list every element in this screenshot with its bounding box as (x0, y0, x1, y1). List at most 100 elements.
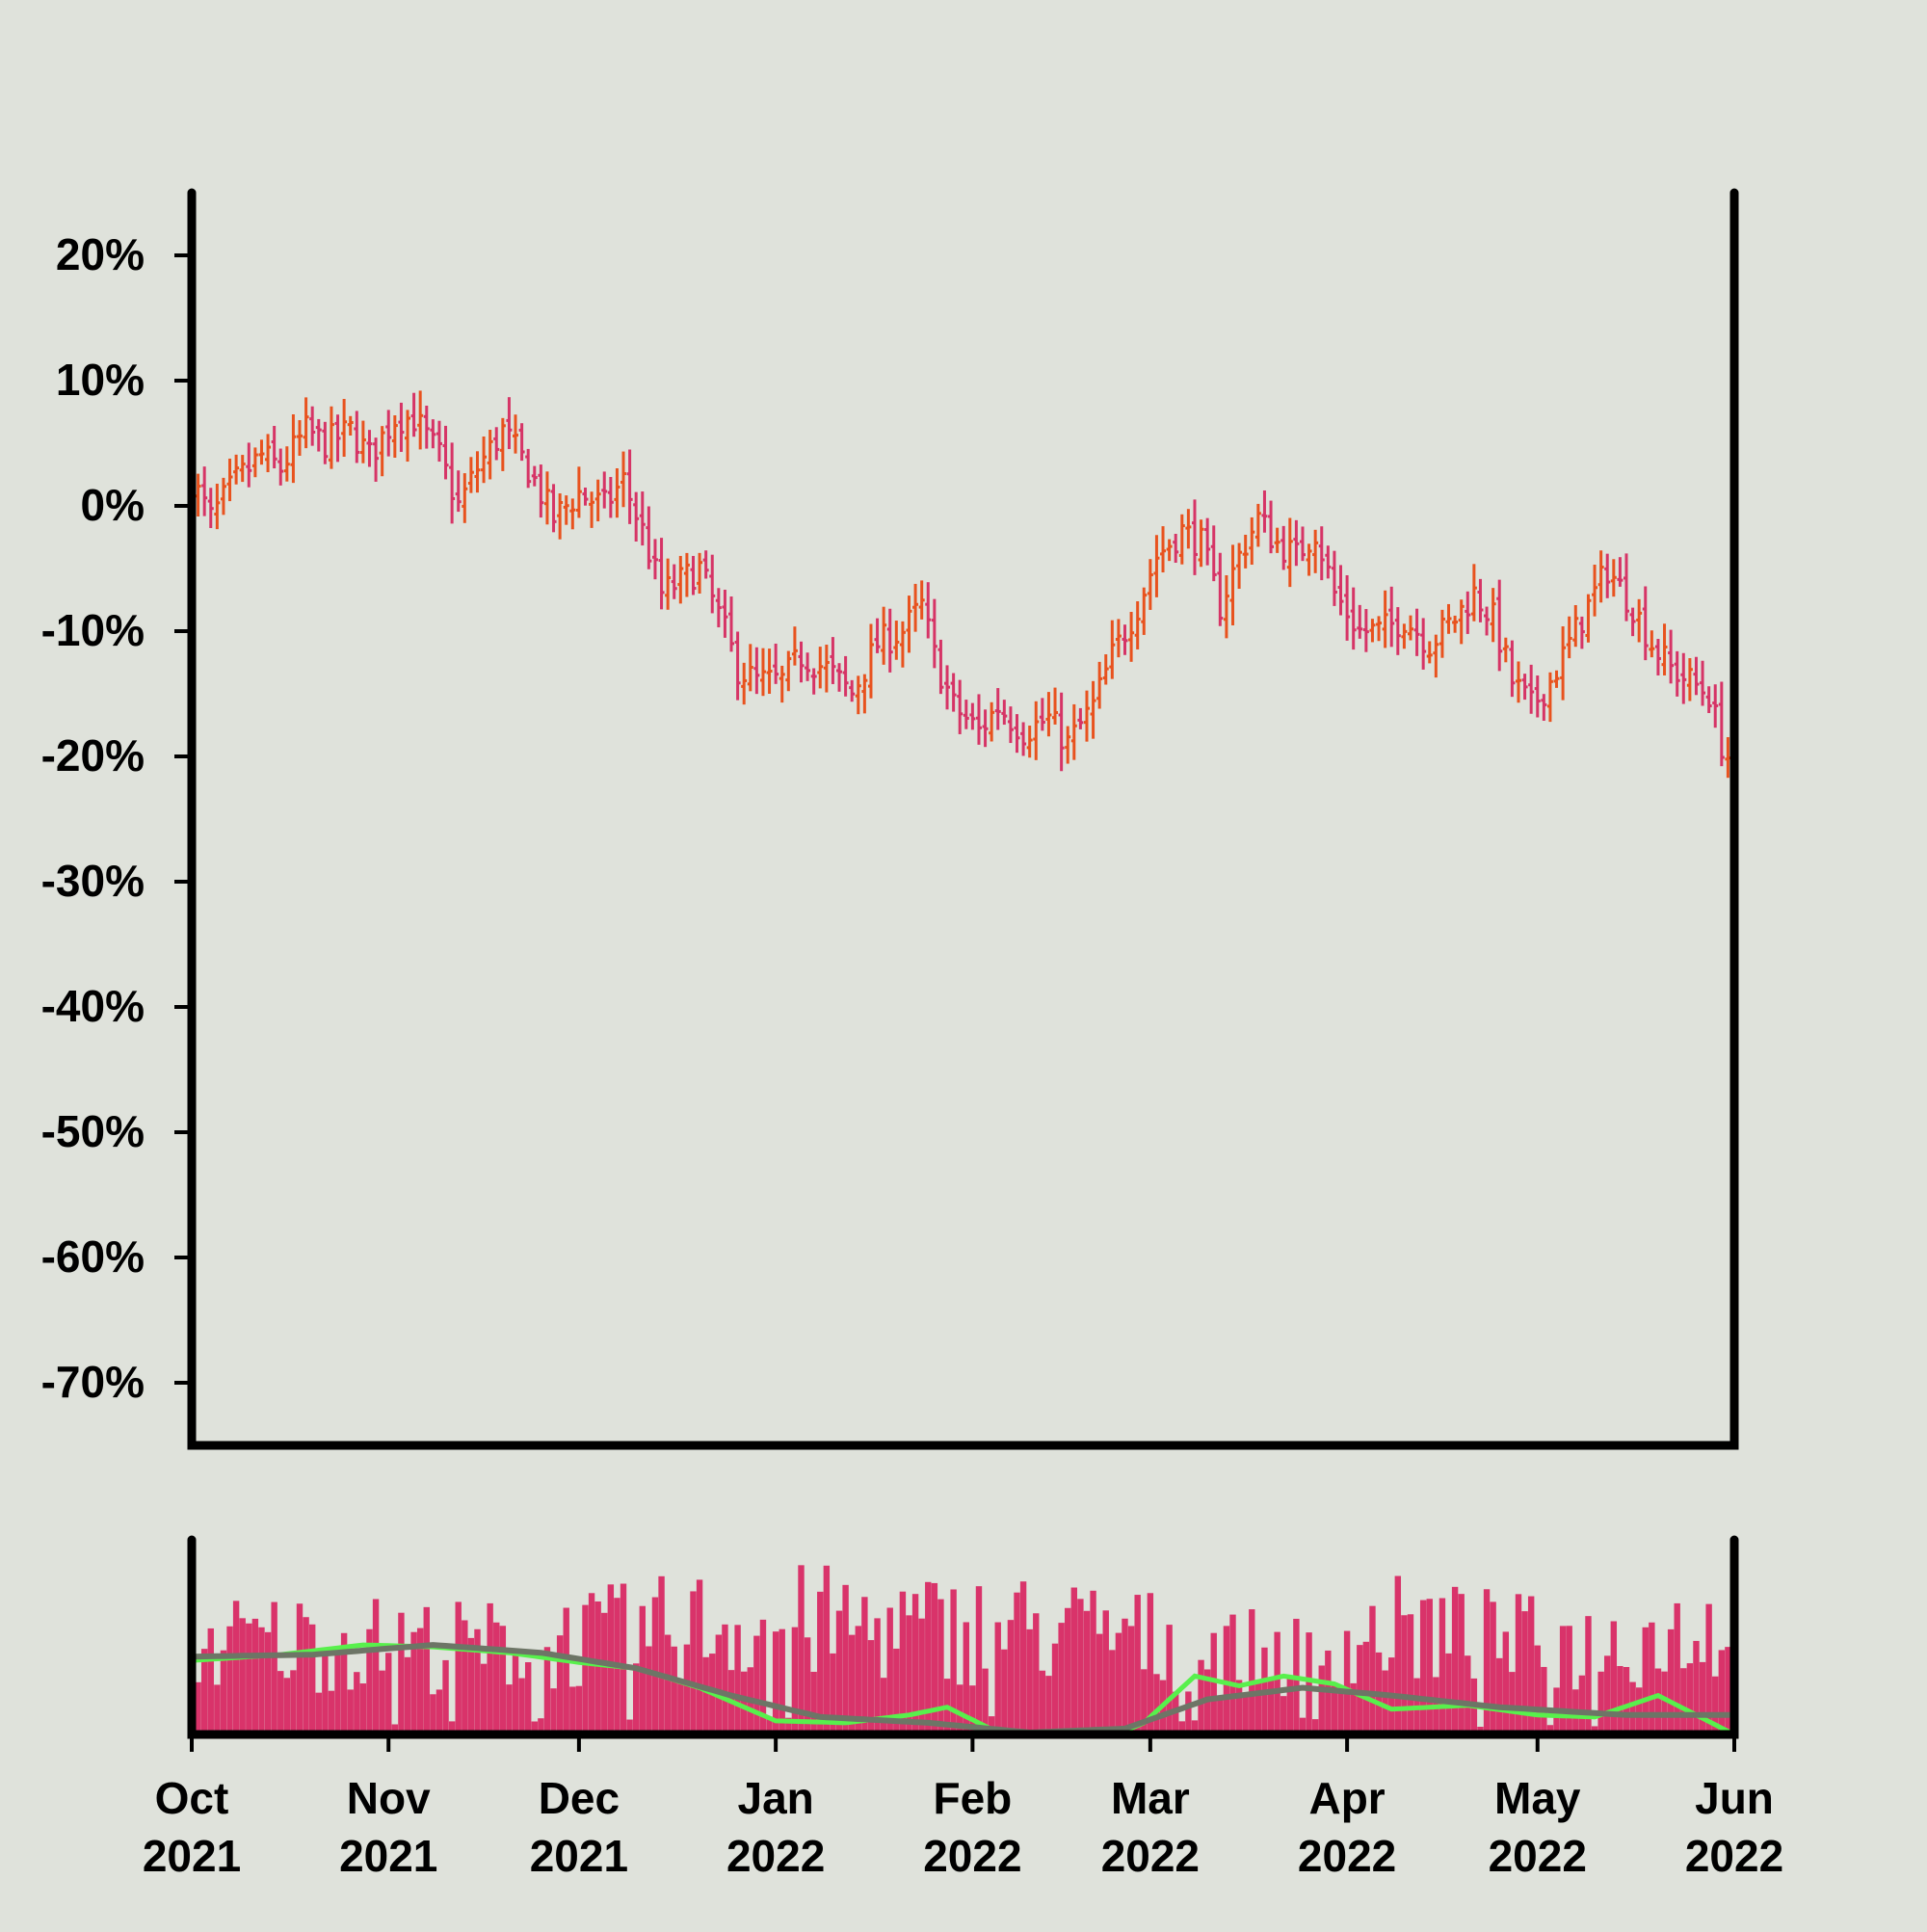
ohlc-bar (614, 468, 620, 518)
ohlc-bar (1026, 726, 1033, 758)
volume-bar (315, 1692, 322, 1734)
volume-bar (740, 1671, 748, 1734)
ohlc-bar (1674, 650, 1680, 697)
volume-bar (1661, 1671, 1668, 1734)
ohlc-bar (1039, 698, 1045, 731)
price-frame (187, 188, 1739, 1450)
ohlc-bar (1604, 553, 1611, 598)
volume-bar (1419, 1600, 1427, 1734)
ohlc-bar (309, 406, 316, 446)
volume-bar (1566, 1626, 1572, 1734)
volume-bar (416, 1628, 424, 1734)
ohlc-bar (886, 608, 893, 673)
volume-bar (925, 1581, 932, 1734)
volume-bar (480, 1663, 488, 1734)
ohlc-bar (1420, 618, 1427, 670)
volume-bar (810, 1671, 817, 1734)
ohlc-bar (1134, 600, 1141, 649)
volume-bar (1629, 1681, 1636, 1734)
volume-bar (1541, 1666, 1547, 1734)
volume-bar (1718, 1650, 1726, 1734)
ohlc-bar (601, 471, 608, 509)
ohlc-bar (1572, 605, 1579, 648)
ohlc-bar (1223, 575, 1229, 639)
volume-bar (1483, 1589, 1491, 1734)
volume-bar (1007, 1620, 1015, 1734)
ohlc-bar (1661, 623, 1668, 675)
ohlc-bar (1407, 615, 1413, 641)
volume-bar (772, 1631, 779, 1734)
volume-bar (1642, 1627, 1649, 1734)
volume-bar (1451, 1586, 1459, 1734)
ohlc-bar (918, 580, 925, 620)
ohlc-bar (1318, 526, 1325, 581)
ohlc-bar (975, 694, 982, 745)
ohlc-bar (499, 417, 506, 471)
ohlc-bar (805, 652, 811, 681)
volume-bar (1065, 1607, 1071, 1734)
volume-bar (1617, 1666, 1623, 1734)
volume-bar (462, 1620, 468, 1734)
ohlc-bar (753, 647, 760, 695)
ohlc-bar (589, 491, 595, 528)
volume-bar (1426, 1599, 1433, 1734)
ohlc-bar (1465, 591, 1471, 634)
volume-bar (963, 1622, 969, 1734)
volume-bar (607, 1584, 615, 1734)
ohlc-bar (1325, 545, 1332, 579)
volume-bar (830, 1653, 836, 1734)
ohlc-bar (1210, 525, 1217, 582)
volume-bar (759, 1619, 767, 1734)
ohlc-bar (1331, 550, 1337, 606)
ohlc-bar (1369, 619, 1376, 643)
volume-bar (1465, 1655, 1471, 1734)
ohlc-bar (963, 700, 969, 729)
volume-bar (1019, 1581, 1027, 1734)
x-tick-year: 2022 (923, 1831, 1021, 1881)
volume-bar (753, 1635, 760, 1734)
ohlc-bar (1502, 637, 1509, 663)
ohlc-bar (709, 554, 716, 614)
volume-bar (696, 1579, 703, 1734)
x-tick-month: Feb (933, 1773, 1012, 1823)
volume-bar (994, 1622, 1001, 1734)
ohlc-bar (715, 588, 722, 628)
volume-bar (791, 1627, 799, 1734)
volume-bar (474, 1628, 481, 1734)
volume-bar (804, 1637, 811, 1734)
ohlc-bar (1141, 587, 1148, 635)
ohlc-bar (842, 655, 849, 697)
ohlc-bar (1382, 590, 1388, 648)
volume-bar (1394, 1575, 1402, 1734)
x-tick-year: 2021 (530, 1831, 628, 1881)
volume-bar (1401, 1615, 1408, 1734)
volume-bar (214, 1684, 221, 1734)
ohlc-bar (1249, 516, 1255, 566)
volume-bar (722, 1624, 728, 1734)
volume-bar (258, 1627, 265, 1734)
ohlc-bar (944, 665, 951, 710)
ohlc-bar (366, 430, 373, 467)
y-tick-label: 0% (81, 480, 145, 530)
ohlc-bar (867, 623, 874, 699)
ohlc-bar (671, 564, 677, 599)
volume-bar (849, 1634, 856, 1734)
volume-bar (1369, 1605, 1376, 1734)
volume-bar (931, 1582, 938, 1734)
ohlc-bar (1426, 641, 1433, 664)
ohlc-bar (563, 495, 569, 525)
ohlc-bar (747, 644, 753, 692)
volume-bar (1515, 1594, 1522, 1734)
volume-bar (957, 1684, 964, 1734)
ohlc-bar (550, 484, 557, 533)
volume-bar (1686, 1663, 1694, 1734)
ohlc-bar (1394, 607, 1401, 655)
volume-bar (1095, 1633, 1103, 1734)
volume-bar (1306, 1632, 1312, 1734)
ohlc-bar (347, 415, 354, 437)
ohlc-bar (1433, 634, 1439, 678)
ohlc-bar (810, 668, 817, 695)
ohlc-bar (1033, 701, 1040, 760)
ohlc-bar (1242, 534, 1249, 569)
ohlc-bar (874, 618, 881, 653)
